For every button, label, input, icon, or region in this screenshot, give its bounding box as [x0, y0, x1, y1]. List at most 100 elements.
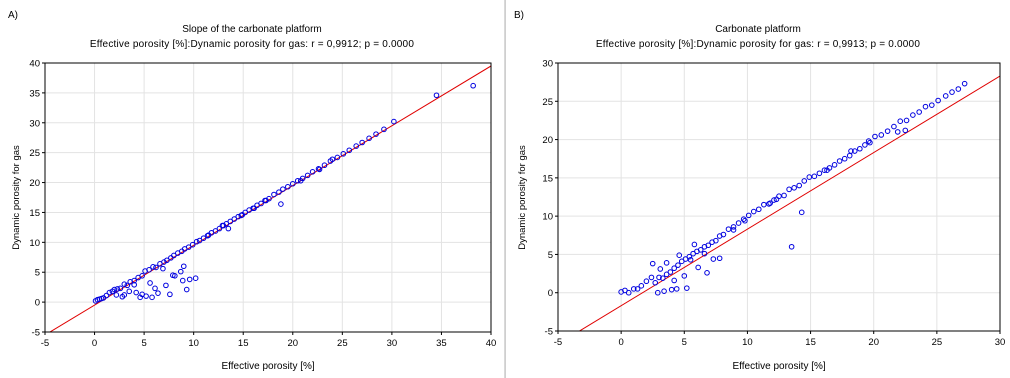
- data-point: [630, 286, 637, 292]
- data-point: [192, 275, 199, 282]
- data-point: [730, 227, 737, 233]
- data-point: [391, 118, 397, 125]
- chart-title: Slope of the carbonate platform: [182, 24, 322, 35]
- data-point: [200, 235, 207, 241]
- x-tick-label: 10: [188, 338, 199, 349]
- data-point: [219, 222, 226, 229]
- y-tick-label: 25: [542, 97, 553, 108]
- data-point: [725, 226, 732, 232]
- data-point: [742, 217, 748, 224]
- data-point: [263, 197, 269, 204]
- data-point: [205, 232, 212, 238]
- data-point: [851, 148, 858, 154]
- data-point: [816, 170, 823, 177]
- data-point: [117, 285, 124, 292]
- data-point: [894, 129, 901, 135]
- x-tick-label: 5: [141, 338, 146, 349]
- plot-content: [578, 75, 1000, 331]
- data-point: [676, 252, 683, 258]
- data-point: [796, 182, 803, 189]
- data-point: [691, 241, 698, 248]
- data-point: [366, 135, 372, 142]
- plot-area: -5 0 5 10 15 20 25 30 35 40 -5 0 5 10 15 20 25 30 35 40: [29, 59, 496, 350]
- data-point: [373, 131, 379, 137]
- data-point: [755, 206, 762, 213]
- plot-border: [44, 62, 492, 333]
- data-point: [897, 118, 904, 124]
- y-tick-label: 5: [35, 268, 40, 279]
- data-point: [811, 173, 818, 180]
- data-point: [710, 256, 717, 262]
- data-point: [231, 216, 238, 222]
- x-axis-label: Effective porosity [%]: [732, 361, 826, 372]
- data-point: [189, 241, 196, 248]
- y-tick-label: 20: [542, 135, 553, 146]
- data-point: [697, 247, 704, 253]
- data-point: [131, 281, 137, 288]
- data-point: [147, 280, 153, 286]
- data-point: [806, 174, 813, 180]
- x-tick-label: 15: [805, 337, 816, 348]
- data-point: [227, 218, 234, 225]
- y-tick-label: 0: [35, 298, 40, 309]
- data-point: [663, 260, 670, 266]
- y-tick-label: -5: [545, 327, 553, 338]
- data-point: [648, 274, 655, 281]
- data-point: [657, 266, 664, 272]
- x-tick-label: -5: [41, 338, 49, 349]
- data-point: [671, 277, 677, 284]
- data-point: [867, 139, 873, 146]
- data-point: [773, 196, 780, 203]
- data-point: [139, 273, 145, 279]
- data-point: [186, 276, 193, 283]
- data-point: [781, 192, 787, 199]
- data-point: [225, 225, 232, 232]
- data-point: [149, 294, 155, 301]
- data-point: [334, 154, 341, 161]
- data-point: [652, 279, 659, 286]
- y-tick-label: 5: [548, 250, 553, 261]
- data-point: [872, 133, 878, 140]
- data-point: [638, 283, 645, 289]
- y-tick-label: 35: [29, 88, 40, 99]
- data-point: [271, 191, 277, 198]
- data-point: [916, 109, 922, 115]
- data-point: [848, 148, 854, 154]
- data-point: [767, 200, 773, 206]
- data-point: [304, 172, 311, 179]
- data-point: [643, 278, 650, 285]
- y-tick-label: 10: [542, 212, 553, 223]
- data-point: [180, 263, 187, 270]
- y-tick-label: 0: [548, 288, 553, 299]
- data-point: [258, 200, 264, 207]
- data-point: [216, 225, 223, 232]
- data-point: [910, 112, 916, 118]
- y-tick-label: 30: [29, 118, 40, 129]
- data-point: [661, 288, 667, 294]
- x-tick-label: 5: [682, 337, 687, 348]
- data-point: [687, 256, 694, 263]
- data-point: [359, 139, 365, 146]
- data-point: [185, 244, 192, 250]
- data-point: [862, 142, 868, 148]
- x-tick-label: 30: [387, 338, 398, 349]
- chart-panel-b: B) Carbonate platform Effective porosity…: [505, 0, 1010, 378]
- x-tick-label: 0: [92, 338, 97, 349]
- data-point: [164, 257, 170, 264]
- data-point: [761, 201, 767, 208]
- data-point: [865, 138, 872, 144]
- data-point: [353, 143, 360, 149]
- panel-label: B): [514, 10, 524, 21]
- y-tick-label: 15: [542, 173, 553, 184]
- data-point: [309, 168, 316, 175]
- data-point: [133, 289, 139, 296]
- data-point: [329, 156, 336, 163]
- data-point: [139, 291, 145, 298]
- data-point: [316, 166, 323, 173]
- y-tick-label: 15: [29, 208, 40, 219]
- data-point: [801, 178, 808, 184]
- x-tick-label: 15: [238, 338, 249, 349]
- data-point: [686, 253, 693, 260]
- data-point: [150, 264, 156, 270]
